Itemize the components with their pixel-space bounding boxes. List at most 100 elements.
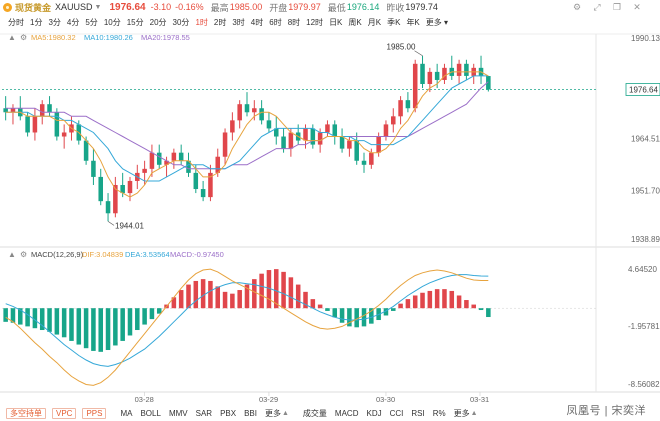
- price-change: -3.10: [150, 2, 172, 12]
- ind-mmv[interactable]: MMV: [168, 408, 188, 418]
- ind-ma[interactable]: MA: [120, 408, 133, 418]
- candle-body: [325, 124, 330, 133]
- quote-header: 现货黄金 XAUUSD ▼ 1976.64 -3.10 -0.16% 最高 19…: [0, 0, 660, 14]
- candle-body: [464, 63, 469, 76]
- candle-body: [39, 104, 45, 117]
- macd-hist-bar: [478, 308, 484, 311]
- ind-macd[interactable]: MACD: [334, 408, 359, 418]
- period-tab[interactable]: 30分: [172, 18, 190, 27]
- period-tab[interactable]: 20分: [149, 18, 167, 27]
- window-icon[interactable]: ❐: [612, 2, 622, 12]
- ind-kdj[interactable]: KDJ: [366, 408, 382, 418]
- fullscreen-icon[interactable]: ⤢: [593, 2, 601, 12]
- candle-body: [230, 120, 235, 133]
- pps-button[interactable]: PPS: [82, 407, 107, 419]
- macd-hist-bar: [105, 308, 111, 351]
- macd-hist-bar: [215, 286, 221, 309]
- period-tab[interactable]: 10分: [103, 18, 121, 27]
- period-tab[interactable]: 12时: [306, 18, 324, 27]
- vpc-button[interactable]: VPC: [52, 407, 77, 419]
- period-tab[interactable]: 15分: [126, 18, 144, 27]
- period-tab[interactable]: 周K: [348, 18, 362, 27]
- ind-cci[interactable]: CCI: [389, 408, 404, 418]
- period-tab[interactable]: 3时: [232, 18, 245, 27]
- instrument-symbol[interactable]: XAUUSD: [55, 2, 93, 12]
- ind-bbi[interactable]: BBI: [244, 408, 257, 418]
- macd-hist-bar: [449, 290, 455, 309]
- period-tab[interactable]: 2时: [213, 18, 227, 27]
- ind-more-2[interactable]: 更多: [453, 408, 470, 418]
- ind-boll[interactable]: BOLL: [140, 408, 161, 418]
- period-tab[interactable]: 5分: [85, 18, 98, 27]
- macd-hist-bar: [120, 308, 125, 341]
- macd-hist-bar: [237, 290, 242, 309]
- period-tab[interactable]: 年K: [406, 18, 420, 27]
- low-annotation: 1944.01: [115, 221, 144, 230]
- low-annotation-leader: [107, 221, 115, 226]
- symbol-dropdown-icon[interactable]: ▼: [94, 3, 102, 11]
- macd-hist-bar: [25, 308, 30, 327]
- ind-sar[interactable]: SAR: [195, 408, 213, 418]
- period-tab[interactable]: 4分: [66, 18, 80, 27]
- candle-body: [303, 128, 308, 141]
- candle-body: [273, 128, 279, 137]
- low-value: 1976.14: [346, 2, 380, 12]
- ind-more-1[interactable]: 更多: [264, 408, 281, 418]
- period-tab[interactable]: 季K: [387, 18, 401, 27]
- ind-wr[interactable]: R%: [432, 408, 446, 418]
- macd-hist-bar: [149, 308, 155, 320]
- price-axis-label: 1951.70: [631, 186, 660, 195]
- period-tab[interactable]: 6时: [269, 18, 282, 27]
- candle-body: [259, 108, 264, 121]
- ind-volume[interactable]: 成交量: [302, 408, 327, 418]
- settings-icon[interactable]: ⚙: [572, 2, 582, 12]
- period-tab[interactable]: 更多 ▾: [425, 18, 449, 27]
- ma10-line: [5, 75, 489, 182]
- close-icon[interactable]: ✕: [633, 2, 641, 12]
- price-axis-label: 1938.89: [631, 235, 660, 244]
- candle-body: [208, 172, 213, 198]
- candle-body: [222, 132, 228, 157]
- ind-pbx[interactable]: PBX: [220, 408, 237, 418]
- period-tab[interactable]: 1时: [195, 18, 208, 27]
- candle-body: [456, 63, 462, 76]
- period-tab[interactable]: 日K: [329, 18, 343, 27]
- macd-hist-bar: [295, 284, 301, 309]
- period-tab[interactable]: 4时: [250, 18, 264, 27]
- long-short-button[interactable]: 多空持单: [6, 407, 46, 419]
- macd-legend-value: MACD:-0.97450: [170, 250, 224, 259]
- more-up-icon-1[interactable]: ▲: [281, 409, 289, 417]
- candle-body: [54, 112, 60, 137]
- candle-body: [113, 184, 118, 214]
- candle-body: [142, 168, 147, 173]
- more-up-icon-2[interactable]: ▲: [470, 409, 478, 417]
- macd-dea-line: [5, 274, 489, 367]
- price-axis-label: 1990.13: [631, 34, 660, 43]
- macd-axis-label: 4.64520: [628, 265, 657, 274]
- candle-body: [383, 124, 389, 137]
- candle-body: [149, 152, 155, 169]
- macd-hist-bar: [91, 308, 96, 351]
- period-tab[interactable]: 1分: [30, 18, 43, 27]
- kline-chart[interactable]: 1990.13 1976.64 1964.51 1951.70 1938.89 4.645…: [0, 0, 660, 405]
- ind-rsi[interactable]: RSI: [411, 408, 425, 418]
- macd-hist-bar: [339, 308, 345, 323]
- macd-hist-bar: [18, 308, 23, 325]
- period-tab[interactable]: 分时: [8, 18, 24, 27]
- macd-hist-bar: [288, 277, 294, 309]
- dif-legend: DIF:3.04839: [82, 250, 123, 259]
- period-tab[interactable]: 8时: [287, 18, 301, 27]
- period-tab[interactable]: 3分: [48, 18, 61, 27]
- macd-settings-icon: ⚙: [20, 250, 27, 259]
- date-label: 03-31: [470, 395, 489, 404]
- candle-body: [105, 201, 111, 214]
- macd-hist-bar: [281, 271, 286, 309]
- last-price: 1976.64: [109, 1, 146, 13]
- macd-hist-bar: [354, 308, 359, 328]
- candle-body: [412, 63, 418, 109]
- macd-hist-bar: [244, 284, 250, 309]
- candle-body: [420, 63, 425, 85]
- macd-legend-title: MACD(12,26,9): [31, 250, 84, 259]
- gold-coin-icon: [3, 2, 12, 12]
- period-tab[interactable]: 月K: [367, 18, 382, 27]
